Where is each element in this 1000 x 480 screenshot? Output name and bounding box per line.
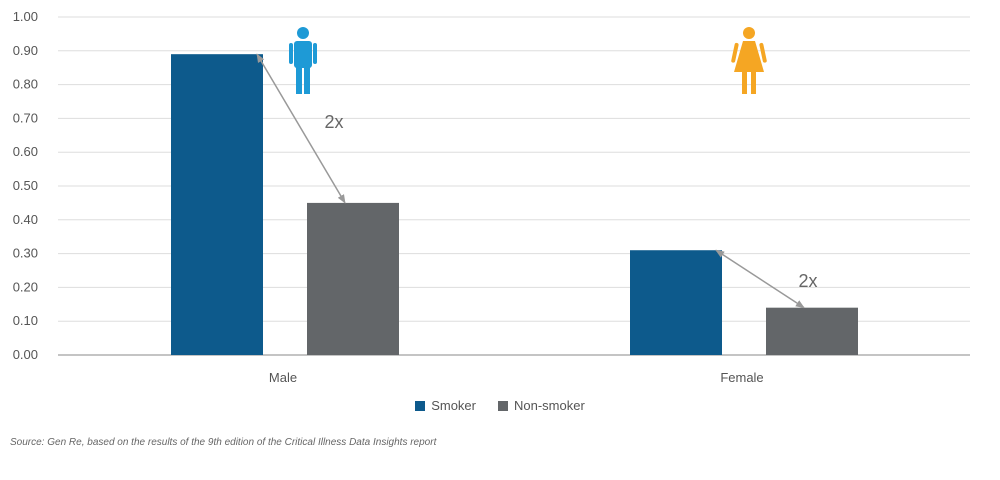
bar-smoker-male bbox=[171, 54, 263, 356]
y-tick-label: 0.20 bbox=[13, 279, 38, 294]
y-tick-label: 0.00 bbox=[13, 347, 38, 362]
y-tick-label: 0.80 bbox=[13, 77, 38, 92]
legend-label-non-smoker: Non-smoker bbox=[514, 398, 585, 413]
y-tick-label: 0.40 bbox=[13, 212, 38, 227]
male-person-icon bbox=[289, 27, 317, 94]
source-note: Source: Gen Re, based on the results of … bbox=[10, 437, 437, 448]
y-tick-label: 0.70 bbox=[13, 110, 38, 125]
x-axis-categories: Male Female bbox=[269, 370, 764, 385]
y-tick-label: 1.00 bbox=[13, 9, 38, 24]
bars bbox=[171, 54, 858, 356]
bar-non-smoker-female bbox=[766, 307, 858, 355]
y-tick-label: 0.90 bbox=[13, 43, 38, 58]
annotations: 2x 2x bbox=[256, 53, 818, 309]
legend-label-smoker: Smoker bbox=[431, 398, 476, 413]
legend-item-non-smoker: Non-smoker bbox=[498, 398, 585, 413]
y-axis-ticks: 0.00 0.10 0.20 0.30 0.40 0.50 0.60 0.70 0.80 0.90… bbox=[13, 9, 38, 362]
x-category-label: Male bbox=[269, 370, 297, 385]
ratio-label: 2x bbox=[798, 271, 817, 291]
legend: Smoker Non-smoker bbox=[0, 398, 1000, 413]
ratio-label: 2x bbox=[324, 112, 343, 132]
chart: 0.00 0.10 0.20 0.30 0.40 0.50 0.60 0.70 0.80 0.90… bbox=[13, 9, 970, 385]
female-person-icon bbox=[731, 27, 767, 94]
y-tick-label: 0.10 bbox=[13, 313, 38, 328]
ratio-arrow bbox=[256, 53, 346, 204]
legend-item-smoker: Smoker bbox=[415, 398, 476, 413]
ratio-arrow bbox=[715, 249, 805, 309]
bar-non-smoker-male bbox=[307, 202, 399, 355]
legend-swatch-smoker bbox=[415, 400, 426, 411]
y-tick-label: 0.50 bbox=[13, 178, 38, 193]
icons bbox=[289, 27, 767, 94]
y-tick-label: 0.30 bbox=[13, 246, 38, 261]
y-tick-label: 0.60 bbox=[13, 144, 38, 159]
legend-swatch-non-smoker bbox=[498, 400, 508, 411]
x-category-label: Female bbox=[720, 370, 763, 385]
bar-smoker-female bbox=[630, 250, 722, 355]
